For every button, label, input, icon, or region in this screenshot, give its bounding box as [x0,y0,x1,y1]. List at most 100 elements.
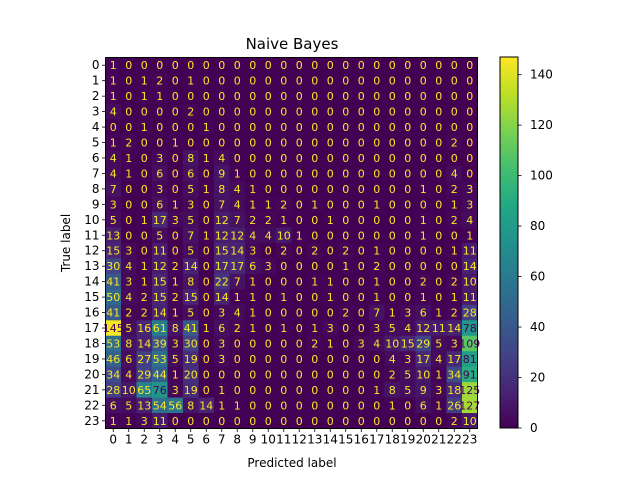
heatmap-cell [105,243,122,259]
cell-value-label: 0 [404,260,411,273]
heatmap-cell [291,134,308,151]
cell-value-label: 0 [389,214,396,227]
cell-value-label: 2 [172,260,179,273]
cell-value-label: 0 [125,198,132,211]
cell-value-label: 1 [466,229,473,242]
heatmap-cell [214,351,230,368]
cell-value-label: 0 [265,121,272,134]
cell-value-label: 0 [203,307,210,320]
cell-value-label: 0 [404,121,411,134]
cell-value-label: 2 [280,245,287,258]
heatmap-cell [384,57,401,74]
heatmap-cell [136,57,153,74]
cell-value-label: 0 [451,260,458,273]
heatmap-cell [307,103,323,120]
cell-value-label: 0 [342,399,349,412]
heatmap-cell [307,382,323,398]
cell-value-label: 0 [466,121,473,134]
heatmap-cell [105,227,122,244]
cell-value-label: 10 [416,368,430,381]
heatmap-cell [136,196,153,213]
heatmap-cell [136,289,153,306]
cell-value-label: 4 [234,198,241,211]
cell-value-label: 0 [311,415,318,428]
heatmap-cell [446,366,463,383]
heatmap-cell [462,119,478,136]
heatmap-cell [353,243,370,259]
heatmap-cell [415,227,432,244]
cell-value-label: 0 [218,415,225,428]
cell-value-label: 0 [125,90,132,103]
cell-value-label: 0 [234,90,241,103]
heatmap-cell [198,258,215,275]
cell-value-label: 2 [420,276,427,289]
y-tick-label: 18 [84,336,99,350]
heatmap-cell [276,119,292,136]
heatmap-cell [245,335,261,352]
heatmap-cell [446,304,463,321]
heatmap-cell [400,165,416,182]
heatmap-cell [198,88,215,105]
heatmap-cell [369,289,385,306]
cell-value-label: 0 [435,183,442,196]
cell-value-label: 0 [389,198,396,211]
heatmap-cell [446,57,463,74]
cell-value-label: 0 [358,137,365,150]
cell-value-label: 1 [234,399,241,412]
cell-value-label: 6 [125,353,132,366]
cell-value-label: 3 [358,337,365,350]
cell-value-label: 39 [153,337,167,350]
cell-value-label: 7 [110,183,117,196]
cell-value-label: 0 [404,229,411,242]
cell-value-label: 5 [389,322,396,335]
cell-value-label: 0 [172,75,179,88]
heatmap-cell [167,72,184,89]
heatmap-cell [136,134,153,151]
cell-value-label: 53 [106,337,120,350]
heatmap-cell [245,289,261,306]
heatmap-cell [229,103,246,120]
heatmap-cell [152,320,168,337]
cell-value-label: 0 [404,152,411,165]
heatmap-cell [384,366,401,383]
heatmap-cell [229,196,246,213]
cell-value-label: 0 [265,384,272,397]
cell-value-label: 0 [404,214,411,227]
heatmap-cell [152,181,168,198]
cell-value-label: 5 [435,337,442,350]
heatmap-cell [322,366,339,383]
cell-value-label: 28 [106,384,120,397]
cell-value-label: 1 [451,198,458,211]
cell-value-label: 0 [280,137,287,150]
heatmap-cell [384,88,401,105]
cell-value-label: 0 [435,90,442,103]
heatmap-cell [245,304,261,321]
heatmap-cell [384,103,401,120]
heatmap-cell [229,243,246,259]
cell-value-label: 0 [389,106,396,119]
heatmap-cell [291,413,308,429]
cell-value-label: 1 [125,167,132,180]
cell-value-label: 0 [296,90,303,103]
cell-value-label: 0 [311,368,318,381]
cell-value-label: 0 [156,137,163,150]
cell-value-label: 1 [311,276,318,289]
cell-value-label: 0 [342,183,349,196]
heatmap-cell [353,289,370,306]
cell-value-label: 3 [451,337,458,350]
cell-value-label: 0 [280,337,287,350]
heatmap-cell [400,413,416,429]
heatmap-cell [214,335,230,352]
heatmap-cell [415,134,432,151]
heatmap-cell [105,103,122,120]
heatmap-cell [245,243,261,259]
cell-value-label: 0 [389,167,396,180]
heatmap-cell [167,150,184,167]
heatmap-cell [338,397,354,414]
cell-value-label: 41 [106,307,120,320]
heatmap-cell [260,397,277,414]
cell-value-label: 0 [125,183,132,196]
cell-value-label: 1 [451,291,458,304]
cell-value-label: 2 [125,137,132,150]
